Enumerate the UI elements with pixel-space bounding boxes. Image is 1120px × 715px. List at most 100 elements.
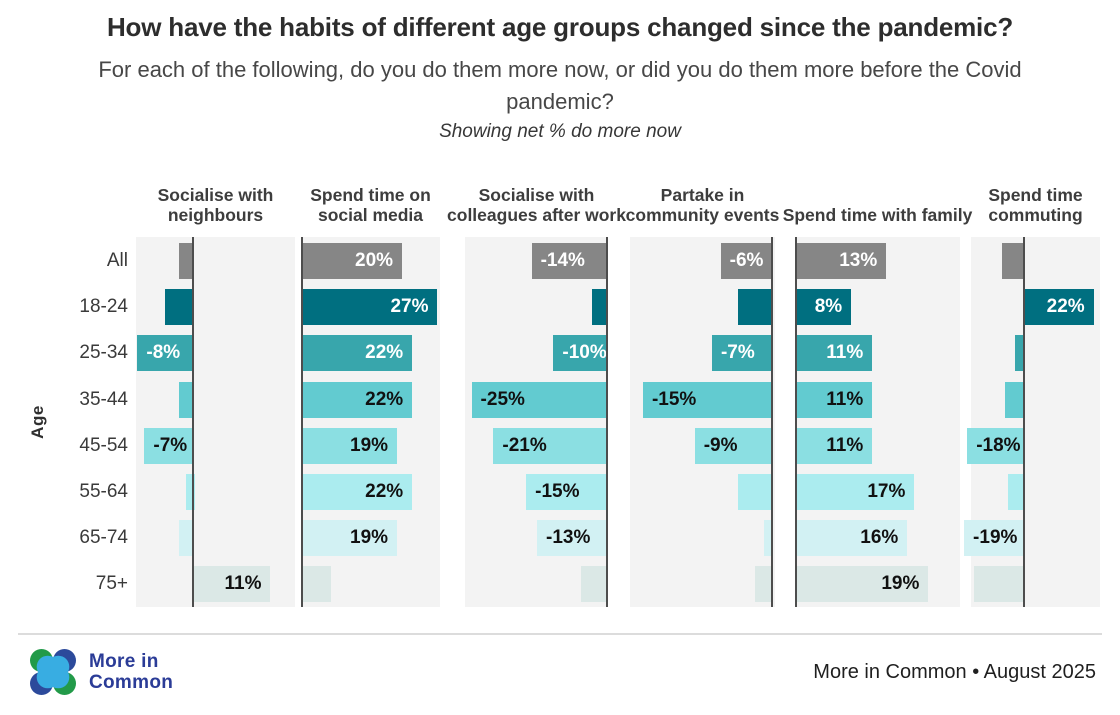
brand-logo: More in Common: [30, 649, 173, 695]
bar-value-label: 17%: [867, 481, 906, 502]
bar-75+: [580, 566, 608, 603]
zero-axis-line: [301, 237, 303, 607]
bar-65-74: [763, 520, 773, 557]
bar-18-24: [737, 289, 773, 326]
brand-name-line2: Common: [89, 672, 174, 693]
bar-18-24: 8%: [795, 289, 852, 326]
bar-25-34: 11%: [795, 335, 873, 372]
row-label-18-24: 18-24: [79, 296, 128, 318]
bar-75+: [301, 566, 332, 603]
bar-35-44: [1005, 381, 1025, 418]
row-label-75+: 75+: [95, 573, 128, 595]
facet-panel-3: -14% -10% -25% -21% -15% -13%: [465, 237, 608, 607]
bar-75+: [973, 566, 1025, 603]
bar-value-label: 22%: [365, 388, 404, 410]
bar-value-label: 22%: [1046, 296, 1085, 318]
bar-value-label: -10%: [562, 342, 607, 364]
bar-55-64: 22%: [301, 474, 413, 510]
zero-axis-line: [771, 237, 774, 607]
bar-All: -6%: [720, 243, 773, 279]
bar-value-label: 11%: [826, 434, 864, 456]
bar-75+: 11%: [193, 566, 271, 603]
bar-18-24: 22%: [1024, 289, 1094, 326]
bar-18-24: [165, 289, 194, 326]
bar-value-label: 19%: [350, 434, 389, 456]
bar-25-34: -8%: [137, 335, 194, 372]
bar-All: 20%: [301, 243, 403, 279]
facet-header-6: Spend time commuting: [988, 185, 1083, 225]
zero-axis-line: [795, 237, 797, 607]
facet-header-5: Spend time with family: [782, 205, 973, 225]
bar-All: -14%: [531, 243, 608, 279]
facet-panel-6: 22% -18% -19%: [964, 237, 1100, 607]
bar-35-44: -25%: [471, 381, 608, 418]
brand-name: More in Common: [89, 651, 173, 693]
bar-value-label: 11%: [826, 388, 864, 410]
bar-18-24: 27%: [301, 289, 438, 326]
bar-55-64: [737, 474, 773, 510]
bar-18-24: [591, 289, 608, 326]
bar-45-54: -9%: [694, 427, 773, 464]
bar-65-74: -13%: [537, 520, 608, 557]
zero-axis-line: [192, 237, 195, 607]
bar-value-label: 22%: [365, 342, 404, 364]
bar-value-label: 20%: [355, 250, 394, 271]
bar-55-64: -15%: [526, 474, 608, 510]
bar-45-54: -7%: [144, 427, 194, 464]
more-in-common-logo-icon: [30, 649, 76, 695]
bar-value-label: -14%: [540, 250, 585, 271]
bar-65-74: [179, 520, 194, 557]
bar-All: [1001, 243, 1025, 279]
bar-55-64: [186, 474, 196, 510]
bar-65-74: -19%: [964, 520, 1025, 557]
bar-value-label: 8%: [814, 296, 843, 318]
bar-value-label: 16%: [860, 527, 899, 549]
facet-header-1: Socialise with neighbours: [157, 185, 274, 225]
bar-35-44: 22%: [301, 381, 413, 418]
bar-value-label: -7%: [720, 342, 755, 364]
bar-value-label: 19%: [350, 527, 389, 549]
facet-panel-4: -6% -7% -15% -9%: [630, 237, 775, 607]
row-label-All: All: [106, 250, 128, 271]
row-label-65-74: 65-74: [79, 527, 128, 549]
bar-35-44: -15%: [642, 381, 773, 418]
page-title: How have the habits of different age gro…: [106, 12, 1014, 42]
bar-value-label: -19%: [973, 527, 1018, 549]
bar-35-44: 11%: [795, 381, 873, 418]
bar-value-label: 19%: [881, 573, 920, 595]
facet-header-2: Spend time on social media: [310, 185, 431, 225]
bar-45-54: -18%: [967, 427, 1025, 464]
bar-value-label: -6%: [729, 250, 764, 271]
bar-value-label: -9%: [703, 434, 738, 456]
footer-divider: [18, 633, 1102, 635]
bar-55-64: 17%: [795, 474, 915, 510]
bar-value-label: -15%: [651, 388, 697, 410]
bar-35-44: [179, 381, 194, 418]
row-label-55-64: 55-64: [79, 481, 128, 502]
bar-65-74: 16%: [795, 520, 908, 557]
bar-value-label: -15%: [535, 481, 580, 502]
bar-55-64: [1008, 474, 1025, 510]
zero-axis-line: [606, 237, 608, 607]
bar-45-54: -21%: [493, 427, 608, 464]
row-label-45-54: 45-54: [79, 434, 128, 456]
bar-value-label: 13%: [839, 250, 878, 271]
bar-45-54: 11%: [795, 427, 873, 464]
bar-25-34: -7%: [711, 335, 773, 372]
facet-header-4: Partake in community events: [625, 185, 780, 225]
bar-value-label: -25%: [480, 388, 525, 410]
bar-75+: 19%: [795, 566, 929, 603]
source-attribution: More in Common • August 2025: [813, 661, 1096, 683]
bar-45-54: 19%: [301, 427, 398, 464]
brand-name-line1: More in: [89, 651, 159, 672]
chart-subtitle: For each of the following, do you do the…: [98, 57, 1022, 114]
chart-annotation: Showing net % do more now: [439, 121, 681, 142]
facet-header-3: Socialise with colleagues after work: [447, 185, 626, 225]
bar-All: [179, 243, 194, 279]
bar-value-label: -8%: [146, 342, 181, 364]
bar-value-label: 22%: [365, 481, 404, 502]
bar-25-34: [1014, 335, 1025, 372]
facet-panel-2: 20% 27% 22% 22% 19% 22% 19%: [301, 237, 440, 607]
bar-value-label: -21%: [502, 434, 547, 456]
zero-axis-line: [1023, 237, 1026, 607]
